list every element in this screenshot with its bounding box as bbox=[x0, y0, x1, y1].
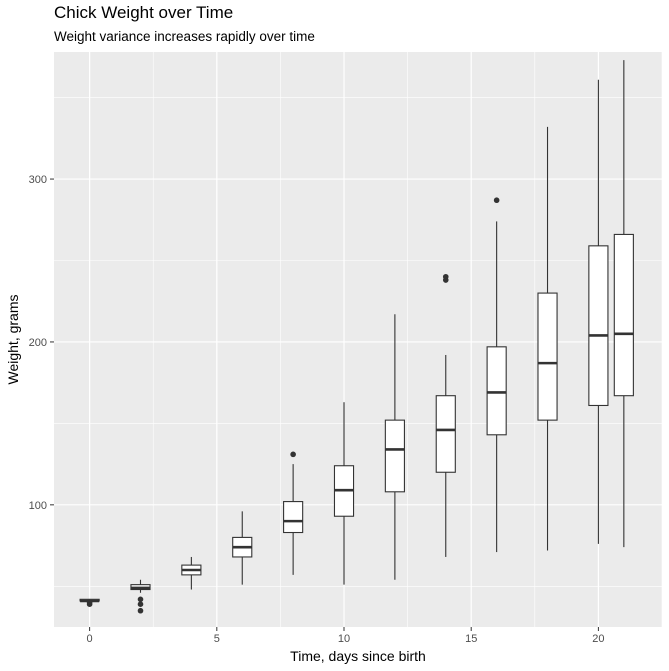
y-tick-label: 200 bbox=[29, 337, 47, 349]
outlier-point bbox=[86, 599, 93, 606]
box-iqr bbox=[537, 292, 558, 421]
box-day-20 bbox=[588, 79, 609, 544]
outlier-point bbox=[137, 601, 144, 607]
box-day-8 bbox=[283, 451, 304, 575]
box-day-12 bbox=[384, 314, 405, 580]
box-day-4 bbox=[181, 556, 202, 590]
box-iqr bbox=[283, 501, 304, 534]
box-iqr bbox=[588, 245, 609, 407]
box-day-14 bbox=[435, 273, 456, 557]
box-day-6 bbox=[232, 511, 253, 585]
outlier-point bbox=[137, 596, 144, 603]
outlier-point bbox=[290, 451, 296, 458]
box-day-10 bbox=[333, 402, 355, 585]
minor-gridlines bbox=[54, 52, 663, 627]
boxes bbox=[79, 60, 634, 614]
x-tick-label: 10 bbox=[338, 633, 350, 645]
outlier-point bbox=[137, 607, 144, 614]
box-day-18 bbox=[537, 126, 558, 551]
box-day-2 bbox=[130, 579, 151, 614]
x-tick-label: 20 bbox=[592, 633, 604, 645]
y-axis-title: Weight, grams bbox=[5, 295, 21, 385]
box-day-0 bbox=[79, 598, 100, 607]
x-tick-label: 5 bbox=[214, 633, 220, 645]
box-iqr bbox=[435, 395, 456, 473]
x-tick-label: 15 bbox=[465, 633, 477, 645]
y-tick-label: 300 bbox=[29, 174, 47, 186]
box-iqr bbox=[486, 346, 507, 436]
axes: 0 5 10 15 20 100 200 300 bbox=[29, 174, 605, 645]
plot-panel bbox=[54, 52, 662, 627]
box-day-16 bbox=[486, 197, 507, 553]
chart-subtitle: Weight variance increases rapidly over t… bbox=[54, 29, 315, 44]
box-iqr bbox=[384, 419, 405, 493]
y-tick-label: 100 bbox=[29, 500, 47, 512]
x-axis-title: Time, days since birth bbox=[290, 648, 426, 664]
outlier-point bbox=[493, 197, 500, 204]
box-day-21 bbox=[613, 60, 634, 548]
outlier-point bbox=[442, 273, 449, 280]
box-iqr bbox=[613, 233, 634, 397]
x-tick-label: 0 bbox=[87, 633, 93, 645]
chart-title: Chick Weight over Time bbox=[54, 3, 234, 22]
